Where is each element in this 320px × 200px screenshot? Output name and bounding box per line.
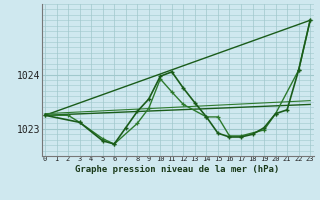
X-axis label: Graphe pression niveau de la mer (hPa): Graphe pression niveau de la mer (hPa) [76, 165, 280, 174]
